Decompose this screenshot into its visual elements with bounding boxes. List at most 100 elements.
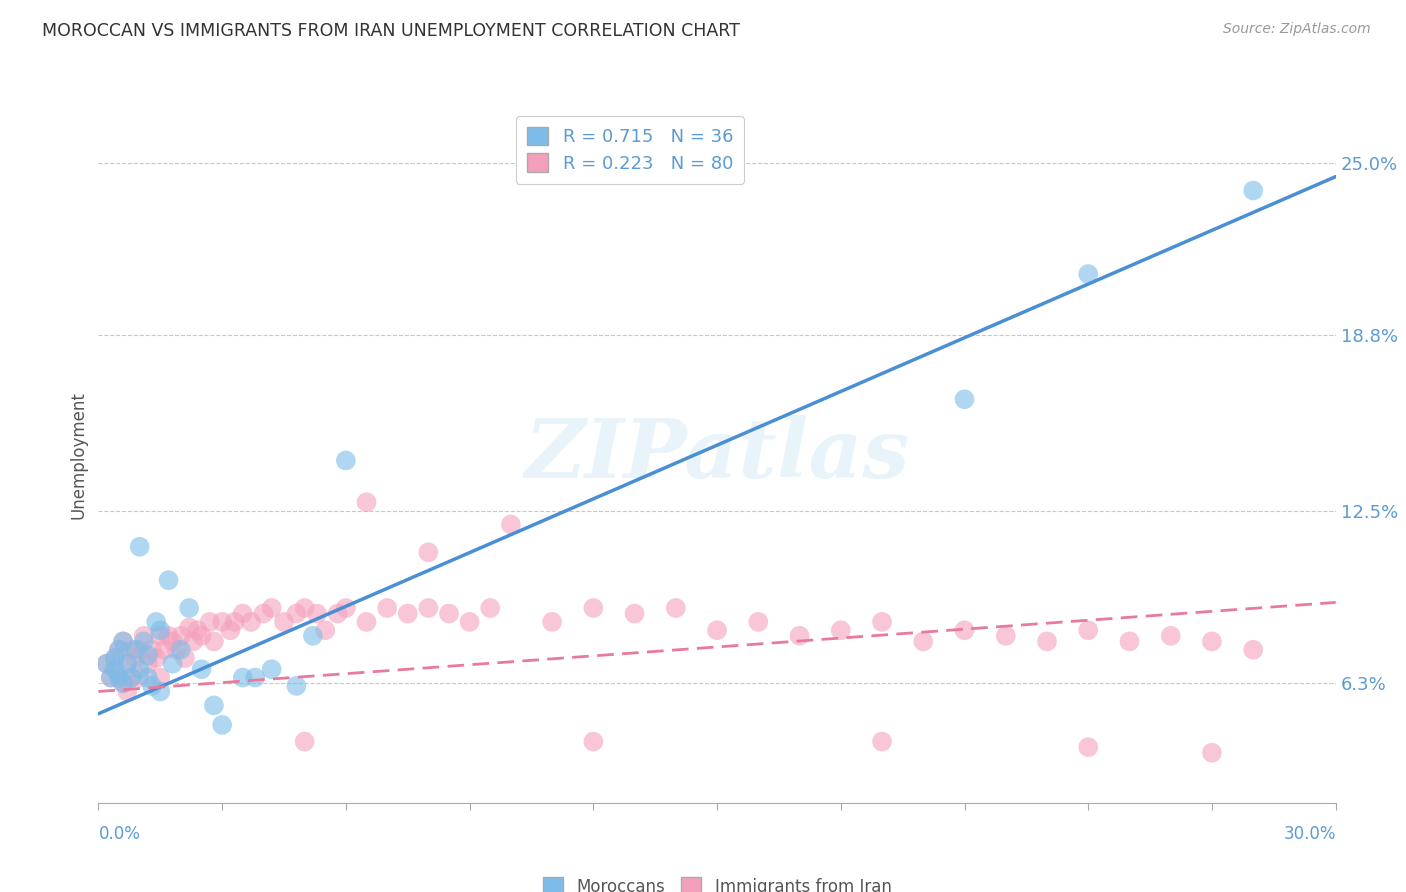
Point (240, 615, 263, 629)
Point (789, 629, 811, 643)
Point (285, 607, 308, 621)
Point (211, 615, 233, 629)
Point (170, 629, 193, 643)
Point (112, 634, 135, 648)
Point (117, 684, 139, 698)
Point (706, 624, 728, 638)
Point (243, 671, 266, 685)
Point (294, 601, 316, 615)
Point (273, 615, 295, 629)
Point (186, 624, 208, 638)
Point (356, 615, 378, 629)
Point (396, 607, 419, 621)
Point (112, 676, 135, 690)
Point (157, 629, 180, 643)
Point (302, 629, 325, 643)
Point (149, 629, 172, 643)
Point (314, 624, 336, 638)
Point (202, 698, 225, 713)
Point (1077, 267, 1099, 281)
Point (128, 662, 150, 676)
Point (149, 684, 172, 698)
Point (104, 662, 127, 676)
Point (120, 671, 142, 685)
Point (541, 615, 564, 629)
Point (437, 607, 460, 621)
Point (174, 651, 197, 665)
Text: Source: ZipAtlas.com: Source: ZipAtlas.com (1223, 22, 1371, 37)
Point (375, 601, 398, 615)
Point (623, 607, 645, 621)
Point (108, 642, 131, 657)
Point (1241, 184, 1264, 198)
Point (100, 671, 122, 685)
Point (96, 657, 118, 671)
Point (128, 642, 150, 657)
Point (326, 607, 349, 621)
Point (499, 517, 522, 532)
Point (953, 624, 976, 638)
Point (162, 657, 184, 671)
Point (232, 607, 254, 621)
Point (136, 671, 159, 685)
Point (181, 634, 204, 648)
Point (108, 642, 131, 657)
Point (190, 662, 212, 676)
Y-axis label: Unemployment: Unemployment (69, 391, 87, 519)
Point (665, 601, 688, 615)
Point (153, 642, 176, 657)
Point (136, 648, 159, 663)
Text: 30.0%: 30.0% (1284, 825, 1336, 843)
Point (179, 620, 201, 634)
Point (141, 642, 163, 657)
Point (219, 624, 242, 638)
Point (1201, 746, 1223, 760)
Point (870, 734, 893, 748)
Point (260, 601, 283, 615)
Point (149, 624, 172, 638)
Point (120, 642, 142, 657)
Point (108, 671, 131, 685)
Point (198, 615, 221, 629)
Point (96, 657, 118, 671)
Point (1077, 740, 1099, 755)
Legend: Moroccans, Immigrants from Iran: Moroccans, Immigrants from Iran (536, 871, 898, 892)
Point (305, 607, 328, 621)
Point (870, 615, 893, 629)
Point (458, 615, 481, 629)
Point (179, 601, 201, 615)
Point (418, 601, 440, 615)
Point (1077, 624, 1099, 638)
Point (232, 671, 254, 685)
Point (117, 657, 139, 671)
Point (136, 657, 159, 671)
Point (104, 651, 127, 665)
Point (202, 634, 225, 648)
Point (145, 615, 167, 629)
Point (124, 642, 146, 657)
Text: 0.0%: 0.0% (98, 825, 141, 843)
Point (1036, 634, 1059, 648)
Point (104, 662, 127, 676)
Point (132, 634, 155, 648)
Point (335, 601, 357, 615)
Point (100, 671, 122, 685)
Point (912, 634, 935, 648)
Point (112, 676, 135, 690)
Point (252, 607, 274, 621)
Point (285, 679, 308, 693)
Point (582, 601, 605, 615)
Point (157, 573, 180, 587)
Point (141, 679, 163, 693)
Point (260, 662, 283, 676)
Point (104, 651, 127, 665)
Point (994, 629, 1017, 643)
Point (418, 545, 440, 559)
Point (953, 392, 976, 407)
Point (149, 671, 172, 685)
Point (294, 734, 316, 748)
Text: ZIPatlas: ZIPatlas (524, 415, 910, 495)
Point (582, 734, 605, 748)
Point (1201, 634, 1223, 648)
Point (356, 495, 378, 509)
